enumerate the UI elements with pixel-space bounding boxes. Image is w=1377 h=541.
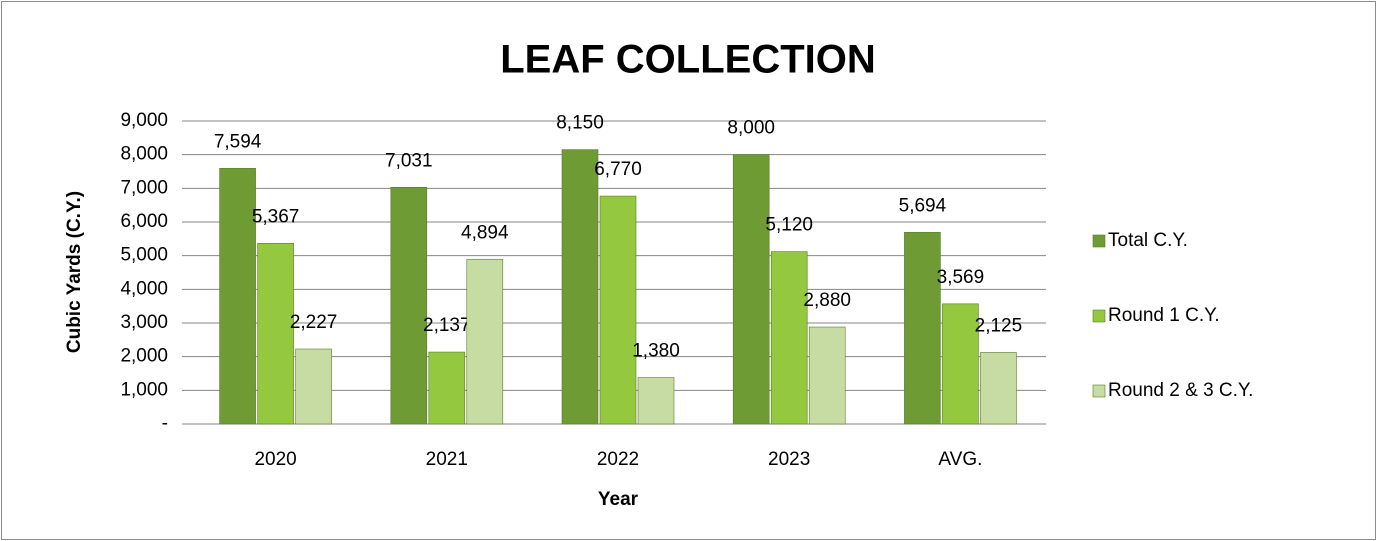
bar xyxy=(637,377,675,425)
data-label: 5,120 xyxy=(765,215,813,236)
bar xyxy=(257,243,294,425)
legend-label: Round 1 C.Y. xyxy=(1108,305,1220,326)
bar xyxy=(561,149,599,425)
bar xyxy=(428,351,466,425)
x-tick-label: AVG. xyxy=(938,449,982,470)
x-tick-label: 2021 xyxy=(426,449,468,470)
legend-label: Total C.Y. xyxy=(1108,230,1188,251)
y-tick-label: 5,000 xyxy=(120,245,168,266)
data-label: 7,594 xyxy=(214,131,262,152)
data-label: 3,569 xyxy=(937,267,985,288)
bar xyxy=(904,232,941,425)
legend-swatch xyxy=(1092,234,1106,248)
data-label: 8,000 xyxy=(727,118,775,139)
legend-swatch xyxy=(1092,384,1106,398)
data-label: 5,367 xyxy=(252,206,300,227)
y-tick-label: 6,000 xyxy=(120,211,168,232)
x-axis-label: Year xyxy=(598,489,639,510)
data-label: 8,150 xyxy=(556,113,604,134)
data-label: 6,770 xyxy=(594,159,642,180)
bar xyxy=(942,303,979,425)
bar xyxy=(295,348,332,425)
bar xyxy=(980,352,1017,425)
y-tick-label: - xyxy=(162,413,168,434)
bar xyxy=(599,195,637,425)
y-tick-label: 2,000 xyxy=(120,346,168,367)
y-tick-label: 4,000 xyxy=(120,278,168,299)
legend-label: Round 2 & 3 C.Y. xyxy=(1108,380,1253,401)
bar xyxy=(219,168,256,425)
data-label: 5,694 xyxy=(899,195,947,216)
data-label: 2,880 xyxy=(803,290,851,311)
y-axis-label: Cubic Yards (C.Y.) xyxy=(64,191,85,353)
data-label: 2,125 xyxy=(975,315,1023,336)
x-tick-label: 2022 xyxy=(597,449,639,470)
x-tick-label: 2020 xyxy=(254,449,296,470)
bar xyxy=(466,258,504,425)
data-label: 7,031 xyxy=(385,150,433,171)
data-label: 1,380 xyxy=(632,341,680,362)
y-tick-label: 3,000 xyxy=(120,312,168,333)
data-label: 4,894 xyxy=(461,222,509,243)
bar xyxy=(732,154,770,425)
data-label: 2,227 xyxy=(290,312,338,333)
bar xyxy=(390,186,428,425)
y-tick-label: 8,000 xyxy=(120,144,168,165)
bar xyxy=(808,326,846,425)
data-label: 2,137 xyxy=(423,315,471,336)
legend-swatch xyxy=(1092,309,1106,323)
y-tick-label: 7,000 xyxy=(120,177,168,198)
bar xyxy=(770,251,808,425)
y-tick-label: 1,000 xyxy=(120,379,168,400)
chart-title: LEAF COLLECTION xyxy=(500,38,876,82)
x-tick-label: 2023 xyxy=(768,449,810,470)
y-tick-label: 9,000 xyxy=(120,110,168,131)
